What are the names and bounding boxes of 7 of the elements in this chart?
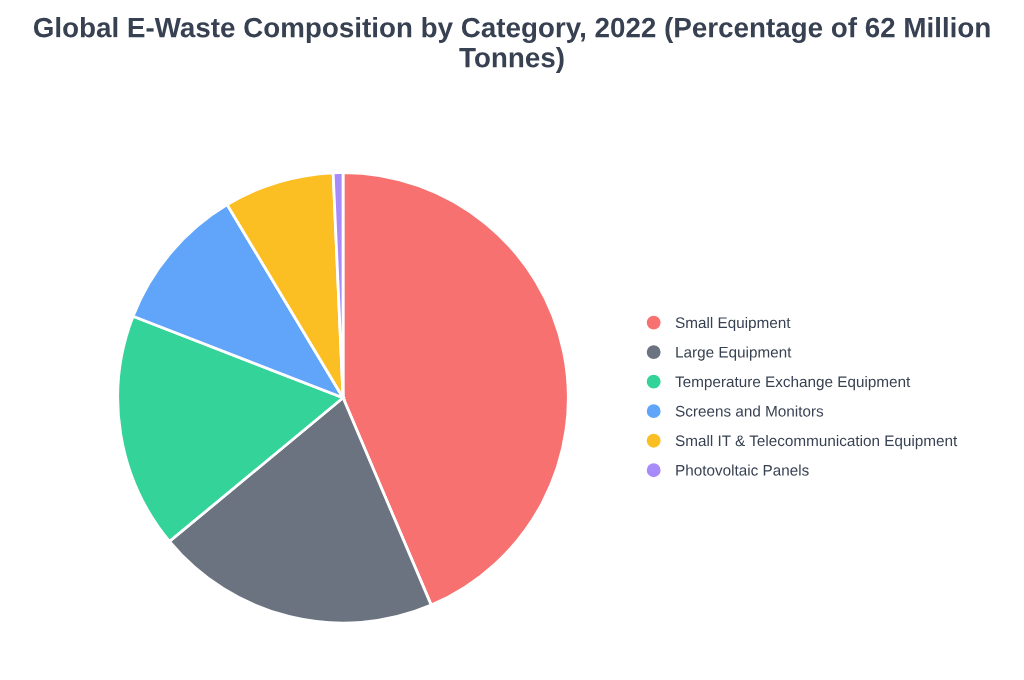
- legend-label: Small Equipment: [675, 316, 791, 332]
- legend-label: Small IT & Telecommunication Equipment: [675, 434, 958, 450]
- chart-title: Global E-Waste Composition by Category, 2022 (Percentage of 62 Million Tonnes): [33, 17, 990, 73]
- legend-label: Temperature Exchange Equipment: [675, 375, 911, 391]
- legend-label: Photovoltaic Panels: [676, 464, 809, 476]
- legend-label: Screens and Monitors: [675, 405, 824, 417]
- legend-label: Large Equipment: [676, 346, 792, 361]
